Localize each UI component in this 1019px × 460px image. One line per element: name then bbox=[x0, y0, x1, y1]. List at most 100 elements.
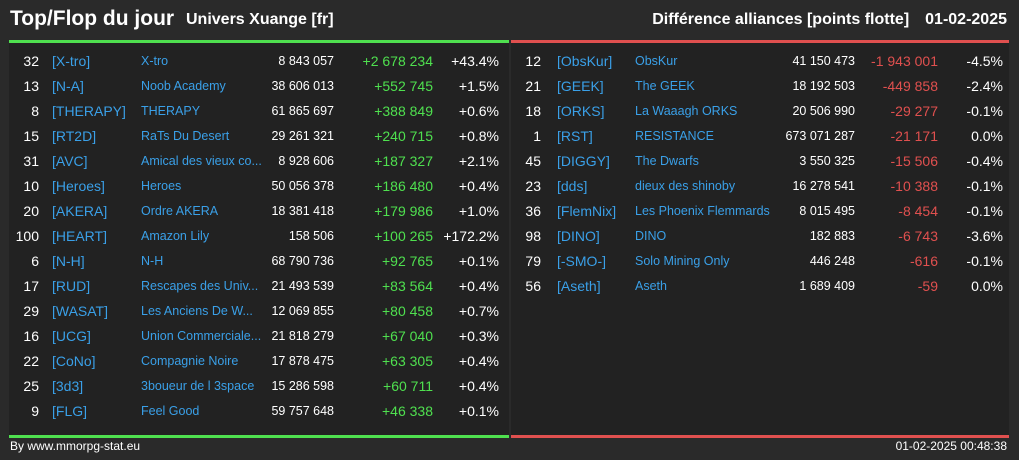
top-row: 17 [RUD] Rescapes des Univ... 21 493 539 +83… bbox=[9, 275, 509, 300]
points-cell: 3 550 325 bbox=[799, 154, 855, 168]
percent-cell: -3.6% bbox=[966, 228, 1003, 244]
alliance-tag-link[interactable]: [DINO] bbox=[557, 228, 600, 244]
page-title: Top/Flop du jour bbox=[10, 7, 175, 30]
points-cell: 18 192 503 bbox=[792, 79, 855, 93]
diff-cell: -449 858 bbox=[882, 78, 938, 94]
points-cell: 446 248 bbox=[809, 254, 855, 268]
alliance-tag-link[interactable]: [RUD] bbox=[52, 278, 91, 294]
alliance-name-link[interactable]: Aseth bbox=[635, 279, 667, 293]
diff-cell: -10 388 bbox=[890, 178, 938, 194]
alliance-tag-link[interactable]: [Aseth] bbox=[557, 278, 601, 294]
rank-cell: 17 bbox=[23, 278, 39, 294]
top-row: 32 [X-tro] X-tro 8 843 057 +2 678 234 +43.4% bbox=[9, 50, 509, 75]
alliance-name-link[interactable]: Ordre AKERA bbox=[141, 204, 219, 218]
header: Top/Flop du jour Univers Xuange [fr] Dif… bbox=[0, 0, 1019, 40]
alliance-name-link[interactable]: Amical des vieux co... bbox=[141, 154, 262, 168]
alliance-tag-link[interactable]: [X-tro] bbox=[52, 53, 91, 69]
alliance-tag-link[interactable]: [ObsKur] bbox=[557, 53, 613, 69]
alliance-tag-link[interactable]: [-SMO-] bbox=[557, 253, 606, 269]
points-cell: 18 381 418 bbox=[271, 204, 334, 218]
alliance-name-link[interactable]: Les Phoenix Flemmards bbox=[635, 204, 770, 218]
percent-cell: +0.8% bbox=[458, 128, 499, 144]
rank-cell: 98 bbox=[525, 228, 541, 244]
top-row: 25 [3d3] 3boueur de l 3space 15 286 598 +60 … bbox=[9, 375, 509, 400]
percent-cell: +0.4% bbox=[458, 178, 499, 194]
top-losers-panel: 12 [ObsKur] ObsKur 41 150 473 -1 943 001 -4.5… bbox=[511, 40, 1009, 438]
alliance-tag-link[interactable]: [dds] bbox=[557, 178, 588, 194]
points-cell: 16 278 541 bbox=[792, 179, 855, 193]
alliance-tag-link[interactable]: [Heroes] bbox=[52, 178, 105, 194]
flop-row: 56 [Aseth] Aseth 1 689 409 -59 0.0% bbox=[511, 275, 1009, 300]
diff-cell: +92 765 bbox=[382, 253, 433, 269]
rank-cell: 13 bbox=[23, 78, 39, 94]
alliance-tag-link[interactable]: [3d3] bbox=[52, 378, 84, 394]
alliance-tag-link[interactable]: [AKERA] bbox=[52, 203, 108, 219]
alliance-tag-link[interactable]: [WASAT] bbox=[52, 303, 108, 319]
top-row: 13 [N-A] Noob Academy 38 606 013 +552 745 +1.… bbox=[9, 75, 509, 100]
diff-cell: +2 678 234 bbox=[362, 53, 433, 69]
top-row: 16 [UCG] Union Commerciale... 21 818 279 +67… bbox=[9, 325, 509, 350]
alliance-name-link[interactable]: N-H bbox=[141, 254, 164, 268]
top-gainers-panel: 32 [X-tro] X-tro 8 843 057 +2 678 234 +43.4% 1… bbox=[9, 40, 509, 438]
flop-row: 23 [dds] dieux des shinoby 16 278 541 -10 38… bbox=[511, 175, 1009, 200]
top-row: 10 [Heroes] Heroes 50 056 378 +186 480 +0.4% bbox=[9, 175, 509, 200]
points-cell: 61 865 697 bbox=[271, 104, 334, 118]
alliance-tag-link[interactable]: [RST] bbox=[557, 128, 593, 144]
percent-cell: +0.4% bbox=[458, 378, 499, 394]
alliance-tag-link[interactable]: [N-A] bbox=[52, 78, 84, 94]
percent-cell: +0.6% bbox=[458, 103, 499, 119]
alliance-tag-link[interactable]: [FLG] bbox=[52, 403, 88, 419]
alliance-tag-link[interactable]: [CoNo] bbox=[52, 353, 96, 369]
alliance-name-link[interactable]: The Dwarfs bbox=[635, 154, 699, 168]
alliance-name-link[interactable]: 3boueur de l 3space bbox=[141, 379, 255, 393]
top-row: 15 [RT2D] RaTs Du Desert 29 261 321 +240 715… bbox=[9, 125, 509, 150]
alliance-name-link[interactable]: The GEEK bbox=[635, 79, 695, 93]
percent-cell: +1.0% bbox=[458, 203, 499, 219]
alliance-tag-link[interactable]: [HEART] bbox=[52, 228, 107, 244]
top-row: 22 [CoNo] Compagnie Noire 17 878 475 +63 305… bbox=[9, 350, 509, 375]
credit-link[interactable]: By www.mmorpg-stat.eu bbox=[10, 439, 141, 453]
alliance-name-link[interactable]: DINO bbox=[635, 229, 667, 243]
flop-row: 45 [DIGGY] The Dwarfs 3 550 325 -15 506 -0.4% bbox=[511, 150, 1009, 175]
percent-cell: +0.7% bbox=[458, 303, 499, 319]
alliance-name-link[interactable]: Amazon Lily bbox=[141, 229, 210, 243]
alliance-tag-link[interactable]: [FlemNix] bbox=[557, 203, 617, 219]
diff-cell: -8 454 bbox=[898, 203, 938, 219]
alliance-name-link[interactable]: ObsKur bbox=[635, 54, 678, 68]
alliance-tag-link[interactable]: [N-H] bbox=[52, 253, 85, 269]
points-cell: 8 843 057 bbox=[278, 54, 334, 68]
points-cell: 12 069 855 bbox=[271, 304, 334, 318]
percent-cell: +0.4% bbox=[458, 278, 499, 294]
alliance-tag-link[interactable]: [RT2D] bbox=[52, 128, 97, 144]
points-cell: 21 818 279 bbox=[271, 329, 334, 343]
alliance-tag-link[interactable]: [DIGGY] bbox=[557, 153, 610, 169]
alliance-tag-link[interactable]: [THERAPY] bbox=[52, 103, 126, 119]
alliance-name-link[interactable]: Les Anciens De W... bbox=[141, 304, 253, 318]
alliance-name-link[interactable]: La Waaagh ORKS bbox=[635, 104, 738, 118]
diff-cell: -59 bbox=[917, 278, 938, 294]
alliance-tag-link[interactable]: [GEEK] bbox=[557, 78, 604, 94]
alliance-tag-link[interactable]: [ORKS] bbox=[557, 103, 605, 119]
alliance-name-link[interactable]: Compagnie Noire bbox=[141, 354, 239, 368]
alliance-name-link[interactable]: Heroes bbox=[141, 179, 182, 193]
alliance-name-link[interactable]: Solo Mining Only bbox=[635, 254, 730, 268]
alliance-name-link[interactable]: THERAPY bbox=[141, 104, 201, 118]
alliance-name-link[interactable]: Union Commerciale... bbox=[141, 329, 262, 343]
alliance-tag-link[interactable]: [AVC] bbox=[52, 153, 88, 169]
alliance-name-link[interactable]: RESISTANCE bbox=[635, 129, 714, 143]
rank-cell: 6 bbox=[31, 253, 39, 269]
diff-cell: +60 711 bbox=[383, 378, 433, 394]
alliance-name-link[interactable]: RaTs Du Desert bbox=[141, 129, 230, 143]
alliance-name-link[interactable]: Noob Academy bbox=[141, 79, 226, 93]
alliance-name-link[interactable]: dieux des shinoby bbox=[635, 179, 736, 193]
alliance-name-link[interactable]: X-tro bbox=[141, 54, 169, 68]
flop-row: 79 [-SMO-] Solo Mining Only 446 248 -616 -0.1… bbox=[511, 250, 1009, 275]
diff-cell: -29 277 bbox=[890, 103, 938, 119]
percent-cell: +2.1% bbox=[458, 153, 499, 169]
alliance-tag-link[interactable]: [UCG] bbox=[52, 328, 91, 344]
diff-cell: +240 715 bbox=[374, 128, 433, 144]
alliance-name-link[interactable]: Feel Good bbox=[141, 404, 200, 418]
alliance-name-link[interactable]: Rescapes des Univ... bbox=[141, 279, 259, 293]
percent-cell: 0.0% bbox=[971, 128, 1003, 144]
percent-cell: +0.1% bbox=[458, 403, 499, 419]
